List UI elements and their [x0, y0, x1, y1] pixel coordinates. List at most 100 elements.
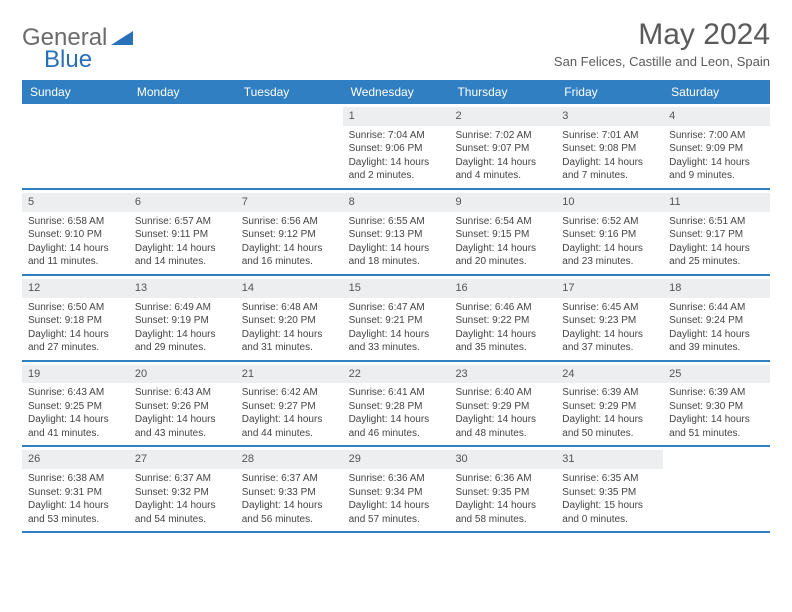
title-block: May 2024 San Felices, Castille and Leon,… [554, 18, 770, 69]
daylight-text: Daylight: 14 hours and 2 minutes. [349, 156, 444, 183]
weeks-container: 1Sunrise: 7:04 AMSunset: 9:06 PMDaylight… [22, 104, 770, 533]
daylight-text: Daylight: 14 hours and 18 minutes. [349, 242, 444, 269]
day-number: 15 [343, 279, 450, 298]
day-number: 25 [663, 365, 770, 384]
sunset-text: Sunset: 9:22 PM [455, 314, 550, 328]
day-number: 14 [236, 279, 343, 298]
daylight-text: Daylight: 14 hours and 51 minutes. [669, 413, 764, 440]
sunrise-text: Sunrise: 7:04 AM [349, 129, 444, 143]
daylight-text: Daylight: 14 hours and 41 minutes. [28, 413, 123, 440]
day-cell: 2Sunrise: 7:02 AMSunset: 9:07 PMDaylight… [449, 104, 556, 188]
logo-part2: Blue [44, 46, 92, 74]
day-cell: 9Sunrise: 6:54 AMSunset: 9:15 PMDaylight… [449, 190, 556, 274]
day-header: Thursday [449, 80, 556, 104]
daylight-text: Daylight: 14 hours and 11 minutes. [28, 242, 123, 269]
day-header: Friday [556, 80, 663, 104]
daylight-text: Daylight: 14 hours and 20 minutes. [455, 242, 550, 269]
daylight-text: Daylight: 14 hours and 56 minutes. [242, 499, 337, 526]
sunset-text: Sunset: 9:24 PM [669, 314, 764, 328]
sunset-text: Sunset: 9:30 PM [669, 400, 764, 414]
location: San Felices, Castille and Leon, Spain [554, 54, 770, 69]
day-header-row: SundayMondayTuesdayWednesdayThursdayFrid… [22, 80, 770, 104]
day-number: 18 [663, 279, 770, 298]
daylight-text: Daylight: 14 hours and 23 minutes. [562, 242, 657, 269]
daylight-text: Daylight: 14 hours and 4 minutes. [455, 156, 550, 183]
day-number: 11 [663, 193, 770, 212]
daylight-text: Daylight: 14 hours and 25 minutes. [669, 242, 764, 269]
day-number: 12 [22, 279, 129, 298]
sunrise-text: Sunrise: 6:36 AM [349, 472, 444, 486]
day-cell: 12Sunrise: 6:50 AMSunset: 9:18 PMDayligh… [22, 276, 129, 360]
day-cell: 16Sunrise: 6:46 AMSunset: 9:22 PMDayligh… [449, 276, 556, 360]
sunrise-text: Sunrise: 6:55 AM [349, 215, 444, 229]
sunrise-text: Sunrise: 6:50 AM [28, 301, 123, 315]
sunrise-text: Sunrise: 6:58 AM [28, 215, 123, 229]
day-cell: 17Sunrise: 6:45 AMSunset: 9:23 PMDayligh… [556, 276, 663, 360]
sunset-text: Sunset: 9:11 PM [135, 228, 230, 242]
day-number: 4 [663, 107, 770, 126]
daylight-text: Daylight: 14 hours and 9 minutes. [669, 156, 764, 183]
month-title: May 2024 [554, 18, 770, 52]
day-number: 7 [236, 193, 343, 212]
day-cell: 19 Sunrise: 6:43 AMSunset: 9:25 PMDayligh… [22, 362, 129, 446]
week-row: 1Sunrise: 7:04 AMSunset: 9:06 PMDaylight… [22, 104, 770, 190]
week-row: 12Sunrise: 6:50 AMSunset: 9:18 PMDayligh… [22, 276, 770, 362]
sunset-text: Sunset: 9:25 PM [28, 400, 123, 414]
day-number: 24 [556, 365, 663, 384]
day-cell: 14Sunrise: 6:48 AMSunset: 9:20 PMDayligh… [236, 276, 343, 360]
sunrise-text: Sunrise: 6:57 AM [135, 215, 230, 229]
day-header: Wednesday [343, 80, 450, 104]
sunrise-text: Sunrise: 6:42 AM [242, 386, 337, 400]
sunrise-text: Sunrise: 6:43 AM [28, 386, 123, 400]
daylight-text: Daylight: 15 hours and 0 minutes. [562, 499, 657, 526]
day-cell: 29Sunrise: 6:36 AMSunset: 9:34 PMDayligh… [343, 447, 450, 531]
sunset-text: Sunset: 9:34 PM [349, 486, 444, 500]
sunset-text: Sunset: 9:19 PM [135, 314, 230, 328]
day-cell: 8Sunrise: 6:55 AMSunset: 9:13 PMDaylight… [343, 190, 450, 274]
sunrise-text: Sunrise: 6:36 AM [455, 472, 550, 486]
day-cell: 3Sunrise: 7:01 AMSunset: 9:08 PMDaylight… [556, 104, 663, 188]
sunset-text: Sunset: 9:28 PM [349, 400, 444, 414]
sunrise-text: Sunrise: 6:44 AM [669, 301, 764, 315]
sunset-text: Sunset: 9:23 PM [562, 314, 657, 328]
sunset-text: Sunset: 9:07 PM [455, 142, 550, 156]
sunrise-text: Sunrise: 6:54 AM [455, 215, 550, 229]
sunrise-text: Sunrise: 6:39 AM [562, 386, 657, 400]
sunset-text: Sunset: 9:27 PM [242, 400, 337, 414]
day-number: 3 [556, 107, 663, 126]
week-row: 19Sunrise: 6:43 AMSunset: 9:25 PMDayligh… [22, 362, 770, 448]
day-cell [663, 447, 770, 531]
daylight-text: Daylight: 14 hours and 35 minutes. [455, 328, 550, 355]
day-number: 26 [22, 450, 129, 469]
day-number: 1 [343, 107, 450, 126]
sunrise-text: Sunrise: 6:35 AM [562, 472, 657, 486]
sunset-text: Sunset: 9:21 PM [349, 314, 444, 328]
day-number: 28 [236, 450, 343, 469]
day-number: 16 [449, 279, 556, 298]
day-cell: 22Sunrise: 6:41 AMSunset: 9:28 PMDayligh… [343, 362, 450, 446]
day-cell: 24Sunrise: 6:39 AMSunset: 9:29 PMDayligh… [556, 362, 663, 446]
sunset-text: Sunset: 9:31 PM [28, 486, 123, 500]
daylight-text: Daylight: 14 hours and 53 minutes. [28, 499, 123, 526]
day-number: 19 [22, 365, 129, 384]
daylight-text: Daylight: 14 hours and 46 minutes. [349, 413, 444, 440]
daylight-text: Daylight: 14 hours and 50 minutes. [562, 413, 657, 440]
sunrise-text: Sunrise: 6:52 AM [562, 215, 657, 229]
day-cell: 13Sunrise: 6:49 AMSunset: 9:19 PMDayligh… [129, 276, 236, 360]
day-header: Sunday [22, 80, 129, 104]
sunrise-text: Sunrise: 6:37 AM [135, 472, 230, 486]
day-cell: 4Sunrise: 7:00 AMSunset: 9:09 PMDaylight… [663, 104, 770, 188]
sunset-text: Sunset: 9:29 PM [455, 400, 550, 414]
day-number: 22 [343, 365, 450, 384]
logo: General Blue [22, 24, 133, 74]
sunrise-text: Sunrise: 7:02 AM [455, 129, 550, 143]
sunset-text: Sunset: 9:35 PM [455, 486, 550, 500]
day-number: 23 [449, 365, 556, 384]
sunrise-text: Sunrise: 6:43 AM [135, 386, 230, 400]
daylight-text: Daylight: 14 hours and 44 minutes. [242, 413, 337, 440]
sunrise-text: Sunrise: 6:40 AM [455, 386, 550, 400]
daylight-text: Daylight: 14 hours and 48 minutes. [455, 413, 550, 440]
day-cell [236, 104, 343, 188]
sunrise-text: Sunrise: 6:37 AM [242, 472, 337, 486]
day-cell: 10Sunrise: 6:52 AMSunset: 9:16 PMDayligh… [556, 190, 663, 274]
